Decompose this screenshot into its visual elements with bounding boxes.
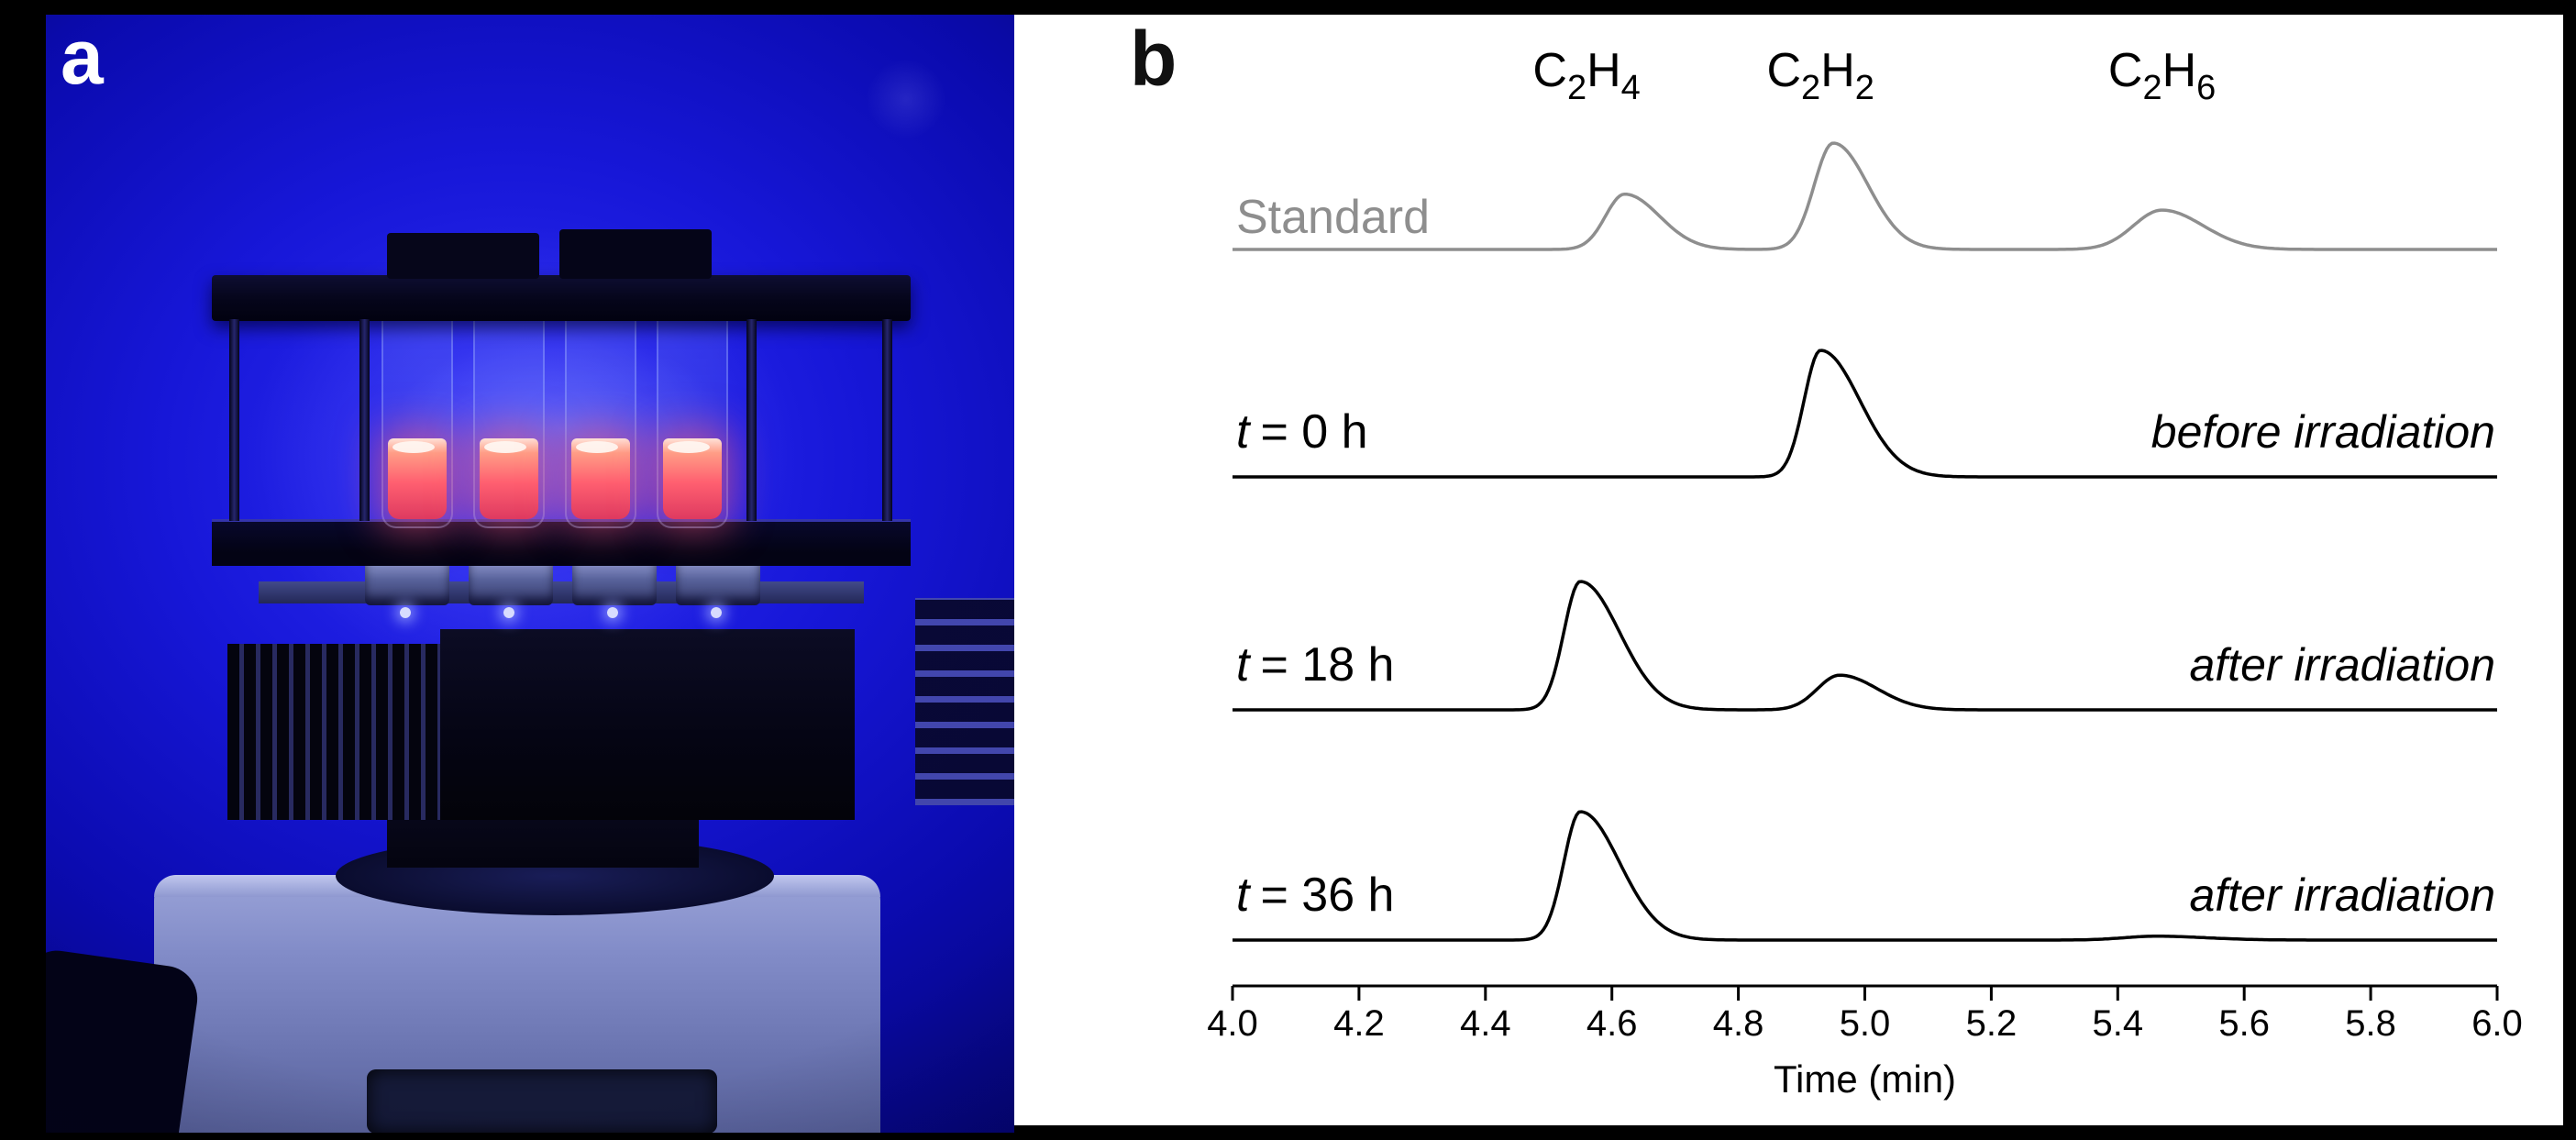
panel-a-label: a bbox=[61, 15, 104, 100]
trace-t18 bbox=[1233, 580, 2497, 712]
trace-label-t18: t = 18 h bbox=[1236, 638, 1394, 692]
chromatogram: C2H4 C2H2 C2H6 Standard t = 0 h before irradia… bbox=[1207, 44, 2523, 1101]
vignette bbox=[46, 15, 1014, 1133]
x-tick-label: 4.6 bbox=[1587, 1003, 1638, 1044]
trace-label-t0: t = 0 h bbox=[1236, 405, 1368, 459]
x-tick-label: 4.4 bbox=[1460, 1003, 1511, 1044]
panel-b-label: b bbox=[1130, 16, 1177, 102]
x-tick-label: 4.2 bbox=[1333, 1003, 1385, 1044]
x-tick-label: 5.6 bbox=[2218, 1003, 2270, 1044]
x-tick-label: 5.2 bbox=[1966, 1003, 2018, 1044]
x-tick-label: 4.0 bbox=[1207, 1003, 1258, 1044]
trace-standard bbox=[1233, 141, 2497, 251]
peak-label-0: C2H4 bbox=[1532, 44, 1640, 107]
x-tick-label: 5.8 bbox=[2345, 1003, 2396, 1044]
x-tick-label: 5.0 bbox=[1840, 1003, 1891, 1044]
trace-label-t36: t = 36 h bbox=[1236, 869, 1394, 922]
trace-annotation-t0: before irradiation bbox=[2151, 406, 2495, 458]
x-tick-label: 4.8 bbox=[1713, 1003, 1764, 1044]
x-axis-title: Time (min) bbox=[1774, 1057, 1956, 1101]
x-tick-label: 6.0 bbox=[2471, 1003, 2523, 1044]
trace-annotation-t36: after irradiation bbox=[2190, 869, 2496, 921]
peak-label-1: C2H2 bbox=[1766, 44, 1874, 107]
panel-b-chart: C2H4 C2H2 C2H6 Standard t = 0 h before irradia… bbox=[1014, 15, 2563, 1125]
trace-t36 bbox=[1233, 810, 2497, 942]
trace-t0 bbox=[1233, 349, 2497, 479]
trace-label-standard: Standard bbox=[1236, 191, 1430, 244]
x-tick-label: 5.4 bbox=[2092, 1003, 2143, 1044]
peak-label-2: C2H6 bbox=[2108, 44, 2216, 107]
trace-annotation-t18: after irradiation bbox=[2190, 639, 2496, 691]
panel-a-photo: a bbox=[46, 15, 1014, 1133]
